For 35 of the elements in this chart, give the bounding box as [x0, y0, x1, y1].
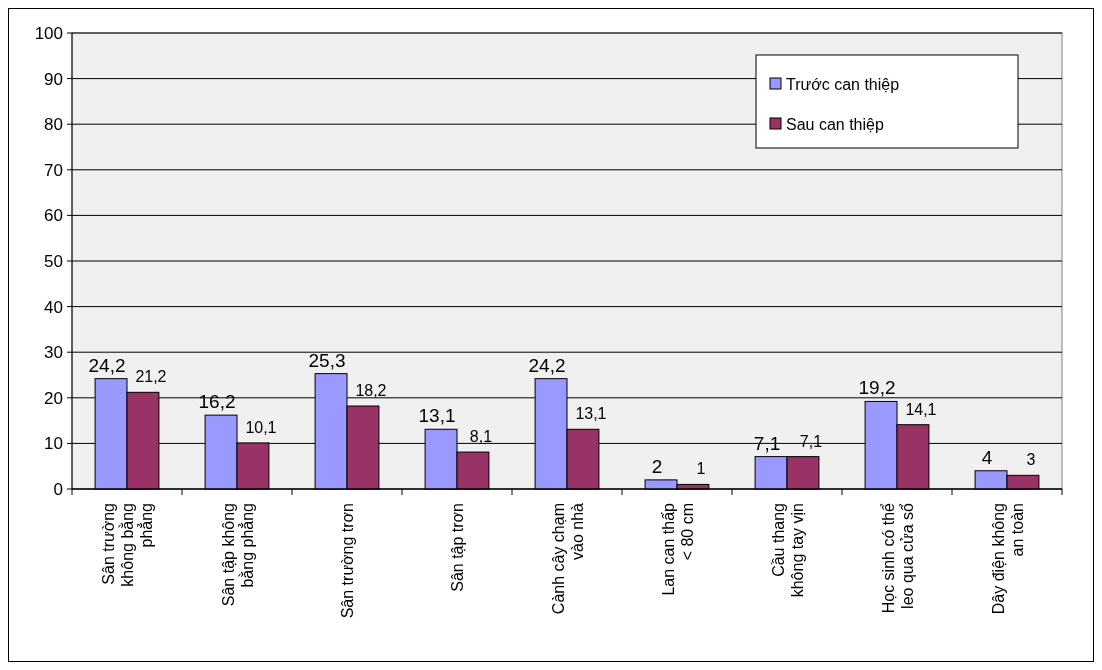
x-tick-label: Cành cây chạm vào nhà	[549, 502, 586, 615]
x-tick-label: Sân tập trơn	[449, 503, 466, 592]
data-label: 25,3	[308, 349, 346, 371]
data-label: 4	[981, 446, 993, 468]
data-label: 1	[696, 460, 706, 478]
data-label: 13,1	[418, 405, 456, 427]
legend-label: Trước can thiệp	[786, 75, 900, 93]
data-label: 10,1	[245, 418, 277, 436]
y-tick-label: 0	[53, 479, 63, 499]
y-tick-label: 20	[44, 388, 63, 408]
data-label: 14,1	[905, 400, 937, 418]
y-tick-label: 50	[44, 251, 63, 271]
legend-label: Sau can thiệp	[786, 115, 884, 133]
y-tick-label: 40	[44, 297, 63, 317]
y-tick-label: 60	[44, 206, 63, 226]
y-tick-label: 10	[44, 434, 63, 454]
y-tick-label: 70	[44, 160, 63, 180]
y-tick-label: 80	[44, 115, 63, 135]
data-label: 8,1	[469, 428, 493, 446]
data-label: 24,2	[88, 354, 126, 376]
y-tick-label: 100	[34, 23, 63, 43]
x-tick-label: Sân trường trơn	[339, 503, 356, 619]
data-label: 21,2	[135, 368, 167, 386]
y-tick-label: 90	[44, 69, 63, 89]
data-label: 13,1	[575, 405, 607, 423]
data-label: 18,2	[355, 382, 387, 400]
y-tick-label: 30	[44, 343, 63, 363]
x-tick-label: Sân trường không bằng phẳng	[100, 503, 155, 587]
x-tick-label: Lan can thấp < 80 cm	[659, 502, 696, 596]
data-label: 2	[651, 455, 663, 477]
data-label: 24,2	[528, 354, 566, 376]
data-label: 19,2	[858, 377, 896, 399]
x-tick-label: Dây điện không an toàn	[989, 503, 1026, 615]
data-label: 3	[1026, 451, 1036, 469]
x-tick-label: Cầu thang không tay vịn	[769, 503, 806, 598]
